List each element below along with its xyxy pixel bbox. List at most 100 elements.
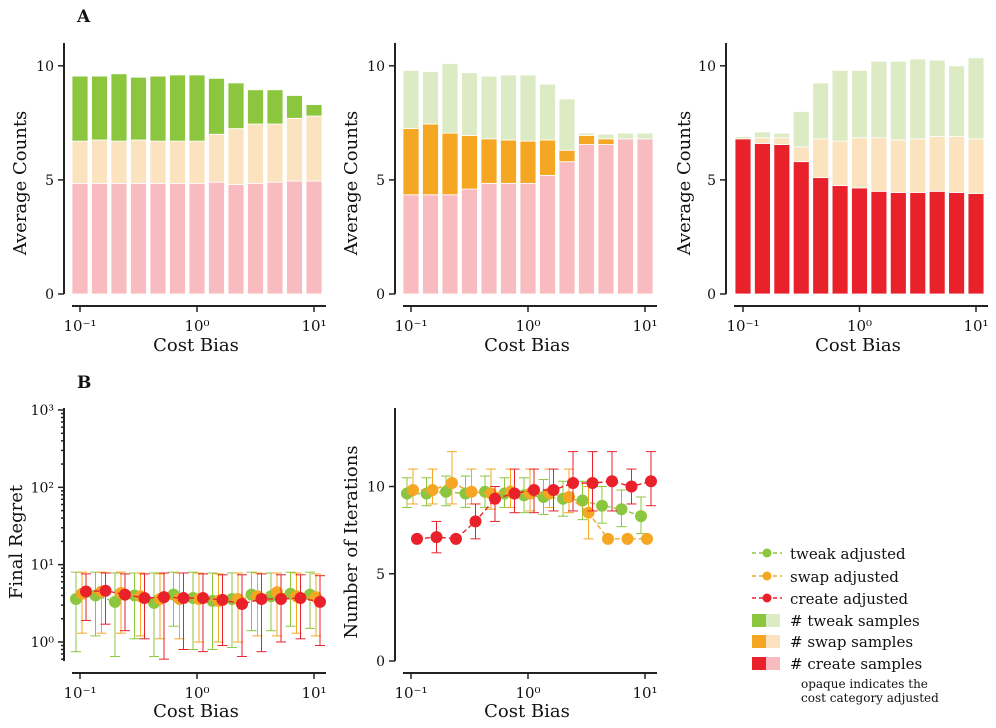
bar-swap-12 — [305, 115, 323, 182]
bar-tweak-8 — [558, 98, 576, 151]
bar-create-10 — [597, 144, 615, 295]
point-tweak-2 — [439, 485, 452, 498]
bar-swap-4 — [149, 140, 167, 184]
legend-marker-create — [762, 593, 772, 603]
bar-create-7 — [870, 190, 888, 295]
series-tweak — [70, 571, 316, 657]
point-create-9 — [255, 592, 268, 605]
bar-create-11 — [286, 180, 303, 295]
bar-swap-6 — [188, 140, 206, 184]
x-tick-label: 10¹ — [632, 684, 657, 702]
chart-count_create: 10⁻¹ 10⁰ 10¹ 0 5 10 Cost Bias Average Counts — [674, 43, 989, 356]
x-axis-label: Cost Bias — [153, 335, 239, 356]
x-tick-label: 10⁰ — [847, 317, 872, 335]
bar-create-4 — [480, 182, 498, 295]
bar-swap-0 — [402, 128, 420, 196]
legend-patch-create: # create samples — [752, 655, 922, 673]
y-axis-label: Average Counts — [341, 111, 362, 257]
point-tweak-10 — [596, 499, 609, 512]
y-tick-label: 10² — [31, 480, 54, 496]
point-create-2 — [449, 532, 462, 545]
bar-tweak-2 — [441, 63, 459, 134]
y-tick-label: 5 — [376, 567, 385, 583]
legend-marker-tweak — [762, 548, 772, 558]
bar-tweak-7 — [870, 60, 888, 139]
point-create-8 — [566, 477, 579, 490]
y-tick-label: 10 — [36, 59, 54, 75]
bar-swap-2 — [773, 137, 791, 145]
point-create-3 — [138, 592, 151, 605]
bar-swap-1 — [91, 139, 108, 184]
point-swap-11 — [621, 532, 634, 545]
bar-swap-10 — [597, 138, 615, 145]
point-tweak-2 — [108, 595, 121, 608]
point-swap-2 — [445, 477, 458, 490]
bar-tweak-10 — [266, 89, 284, 125]
bar-tweak-9 — [578, 132, 595, 136]
bar-swap-8 — [558, 149, 576, 163]
x-axis-label: Cost Bias — [153, 701, 239, 722]
y-axis-label: Final Regret — [6, 484, 27, 599]
bar-create-5 — [500, 182, 517, 295]
bar-tweak-6 — [519, 74, 537, 142]
bar-swap-9 — [909, 138, 927, 193]
legend-label-tweak-adjusted: tweak adjusted — [790, 545, 906, 563]
bar-create-6 — [851, 187, 868, 295]
point-create-12 — [645, 475, 657, 488]
x-axis-label: Cost Bias — [484, 701, 570, 722]
bar-create-3 — [130, 182, 147, 295]
bar-tweak-5 — [169, 74, 186, 142]
bar-tweak-1 — [91, 75, 108, 141]
bar-create-5 — [169, 182, 186, 295]
point-create-9 — [586, 477, 599, 490]
y-tick-label: 0 — [376, 287, 385, 303]
bar-create-8 — [889, 192, 907, 295]
legend-patch-swap-dark — [752, 635, 766, 648]
bar-swap-3 — [461, 135, 478, 190]
point-create-0 — [411, 532, 423, 545]
y-tick-label: 10⁰ — [31, 635, 55, 651]
legend-line-swap: swap adjusted — [752, 568, 899, 586]
legend: tweak adjusted swap adjusted create adju… — [752, 545, 939, 705]
bar-tweak-5 — [500, 74, 517, 141]
bar-tweak-12 — [967, 57, 985, 140]
bar-create-12 — [967, 193, 985, 295]
bar-swap-10 — [928, 136, 946, 192]
y-tick-label: 10³ — [31, 403, 54, 419]
x-tick-label: 10⁻¹ — [63, 317, 96, 335]
series-create — [411, 451, 657, 554]
bar-swap-7 — [870, 137, 888, 192]
legend-patch-swap-light — [766, 635, 780, 648]
bar-swap-4 — [480, 138, 498, 184]
bar-tweak-4 — [812, 82, 830, 140]
bar-create-11 — [948, 192, 965, 295]
point-swap-9 — [582, 506, 595, 519]
bar-create-6 — [519, 182, 537, 295]
bar-create-10 — [928, 190, 946, 295]
bar-swap-1 — [754, 137, 771, 144]
x-tick-label: 10⁰ — [184, 684, 209, 702]
bar-swap-6 — [851, 137, 868, 189]
y-axis-label: Average Counts — [674, 111, 695, 257]
point-create-10 — [275, 592, 288, 605]
bar-swap-7 — [539, 139, 556, 176]
bar-tweak-8 — [227, 82, 245, 129]
chart-final_regret: 10⁻¹ 10⁰ 10¹ 10⁰ 10¹ 10² 10³ Cost Bias Final Reg… — [6, 403, 327, 722]
bar-create-1 — [91, 182, 108, 295]
bar-swap-4 — [812, 138, 830, 179]
bar-swap-5 — [500, 139, 517, 184]
point-tweak-12 — [635, 510, 647, 523]
bar-swap-11 — [948, 136, 965, 193]
bar-swap-8 — [889, 139, 907, 193]
bar-create-0 — [734, 138, 752, 295]
bar-create-9 — [578, 144, 595, 295]
point-tweak-11 — [615, 503, 628, 516]
bar-tweak-0 — [402, 69, 420, 129]
point-create-7 — [216, 593, 229, 606]
bar-swap-10 — [266, 123, 284, 183]
point-create-4 — [158, 591, 171, 604]
panel-label-b: B — [77, 373, 91, 393]
bar-create-8 — [558, 161, 576, 295]
bar-swap-5 — [831, 140, 849, 187]
